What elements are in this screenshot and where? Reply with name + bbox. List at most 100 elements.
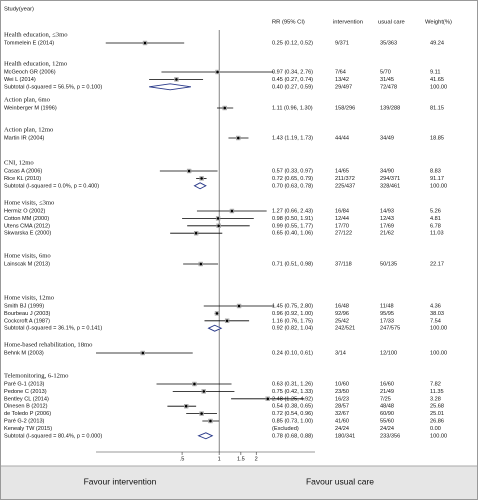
intervention: 37/118 — [335, 261, 352, 267]
group-label: Action plan, 6mo — [4, 97, 51, 104]
weight: 100.00 — [430, 326, 447, 332]
x-tick-label: 1.5 — [237, 456, 245, 462]
usual-care: 12/43 — [380, 216, 394, 222]
rr-ci: 0.54 (0.38, 0.65) — [272, 404, 313, 410]
study-header: Study(year) — [4, 7, 34, 13]
group-label: Health education, ≤3mo — [4, 32, 68, 39]
weight: 8.83 — [430, 168, 441, 174]
usual-care: 14/93 — [380, 208, 394, 214]
group-label: Home visits, 6mo — [4, 253, 51, 260]
weight: 4.36 — [430, 303, 441, 309]
rr-ci: 1.11 (0.96, 1.30) — [272, 105, 313, 111]
point-estimate — [194, 231, 198, 235]
subtotal-diamond — [197, 432, 214, 440]
usual-care: 139/288 — [380, 105, 400, 111]
weight: 3.28 — [430, 396, 441, 402]
intervention: 9/371 — [335, 40, 349, 46]
rr-ci: 0.99 (0.55, 1.77) — [272, 223, 313, 229]
intervention: 180/341 — [335, 433, 355, 439]
weight: 7.82 — [430, 381, 441, 387]
study: McGeoch GR (2006) — [4, 69, 56, 75]
intervention: 28/57 — [335, 404, 349, 410]
rr-ci: 0.96 (0.92, 1.00) — [272, 311, 313, 317]
study: Bentley CL (2014) — [4, 396, 49, 402]
usual-care: 21/62 — [380, 231, 394, 237]
usual-care: 24/24 — [380, 426, 394, 432]
usual-care: 11/48 — [380, 303, 394, 309]
subtotal: Subtotal (I-squared = 56.5%, p = 0.100) — [4, 84, 102, 90]
intervention: 27/122 — [335, 231, 352, 237]
weight: 6.78 — [430, 223, 441, 229]
weight: 5.26 — [430, 208, 441, 214]
study: Casas A (2006) — [4, 168, 42, 174]
group-label: Home visits, ≤3mo — [4, 200, 55, 207]
point-estimate — [202, 390, 206, 393]
point-estimate — [215, 312, 219, 315]
rr-ci: 0.25 (0.12, 0.52) — [272, 40, 313, 46]
rr-ci: 0.45 (0.27, 0.74) — [272, 77, 313, 83]
point-estimate — [209, 419, 212, 423]
subtotal: Subtotal (I-squared = 36.1%, p = 0.141) — [4, 326, 102, 332]
weight: 11.03 — [430, 231, 444, 237]
weight: 11.35 — [430, 389, 444, 395]
rr-ci: 0.75 (0.42, 1.33) — [272, 389, 313, 395]
group-label: Health education, 12mo — [4, 61, 68, 68]
intervention: 14/65 — [335, 168, 349, 174]
study: Pedone C (2013) — [4, 389, 47, 395]
weight: 100.00 — [430, 84, 447, 90]
group-label: Action plan, 12mo — [4, 127, 54, 134]
group-label: Home visits, 12mo — [4, 295, 55, 302]
weight: 100.00 — [430, 350, 447, 356]
point-estimate — [223, 106, 227, 110]
point-estimate — [216, 70, 219, 74]
study: Tommelein E (2014) — [4, 40, 54, 46]
intervention: 17/70 — [335, 223, 349, 229]
x-tick-label: 1 — [218, 456, 221, 462]
x-tick-label: 2 — [255, 456, 258, 462]
intervention: 24/24 — [335, 426, 349, 432]
usual-care: 31/45 — [380, 77, 394, 83]
usual-care: 233/356 — [380, 433, 400, 439]
weight: 81.15 — [430, 105, 444, 111]
intervention: 158/296 — [335, 105, 355, 111]
intervention: 92/96 — [335, 311, 349, 317]
weight: 26.86 — [430, 418, 444, 424]
weight: 7.54 — [430, 318, 441, 324]
weight: 38.03 — [430, 311, 444, 317]
intervention: 25/42 — [335, 318, 349, 324]
rr-ci: 0.40 (0.27, 0.59) — [272, 84, 313, 90]
study: Dinesen B (2012) — [4, 404, 48, 410]
intervention: 12/44 — [335, 216, 349, 222]
rr-ci: 1.16 (0.76, 1.75) — [272, 318, 313, 324]
subtotal: Subtotal (I-squared = 80.4%, p = 0.000) — [4, 433, 102, 439]
intervention: 225/437 — [335, 183, 355, 189]
favour-left: Favour intervention — [84, 476, 157, 486]
rr-header: RR (95% CI) — [272, 20, 305, 26]
intervention: 3/14 — [335, 350, 346, 356]
intervention: 29/497 — [335, 84, 352, 90]
point-estimate — [200, 412, 203, 415]
rr-ci: 0.70 (0.63, 0.78) — [272, 183, 313, 189]
point-estimate — [184, 404, 188, 408]
point-estimate — [237, 304, 241, 308]
subtotal-diamond — [149, 83, 192, 91]
usual-care: 17/69 — [380, 223, 394, 229]
intervention-header: intervention — [333, 20, 363, 26]
usual-care: 60/90 — [380, 411, 394, 417]
study: Weinberger M (1996) — [4, 105, 57, 111]
study: Cotton MM (2000) — [4, 216, 49, 222]
study: Smith BJ (1999) — [4, 303, 44, 309]
rr-ci: (Excluded) — [272, 426, 299, 432]
weight: 0.00 — [430, 426, 441, 432]
group-label: Home-based rehabilitation, 18mo — [4, 342, 93, 349]
usual-care-header: usual care — [378, 20, 405, 26]
weight: 9.11 — [430, 69, 440, 75]
x-tick-label: .5 — [180, 456, 185, 462]
study: Wei L (2014) — [4, 77, 36, 83]
point-estimate — [193, 382, 196, 386]
group-label: Telemonitoring, 6-12mo — [4, 373, 69, 380]
point-estimate — [187, 169, 191, 173]
study: Paré G-1 (2013) — [4, 381, 45, 387]
